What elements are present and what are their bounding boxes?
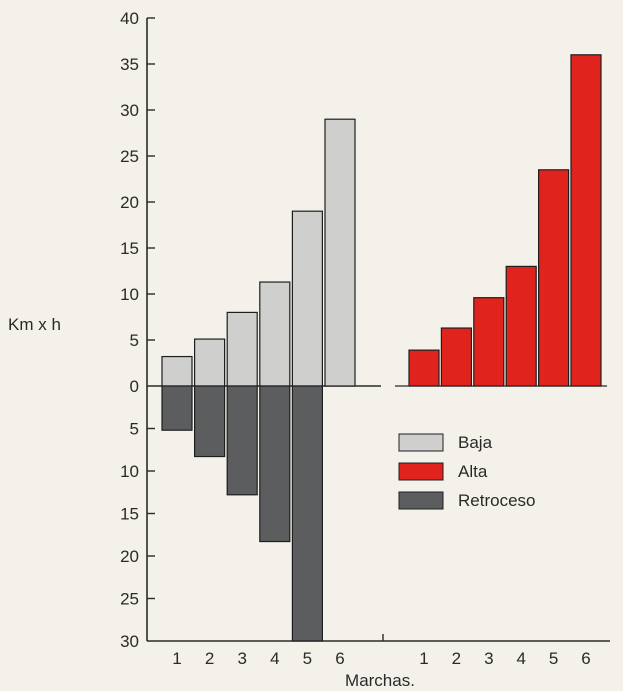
bar-alta-4 xyxy=(505,265,537,387)
y-ticks-down: 5 10 15 20 25 30 xyxy=(120,420,155,651)
y-tick-label: 30 xyxy=(120,632,139,651)
bar-alta-5 xyxy=(537,169,570,387)
x-tick-label: 1 xyxy=(172,649,181,668)
bar-baja-2 xyxy=(194,338,226,387)
legend-swatch-baja xyxy=(398,433,444,452)
bar-baja-4 xyxy=(259,281,291,387)
y-tick-label: 15 xyxy=(120,239,139,258)
x-tick-label: 6 xyxy=(581,649,590,668)
bar-alta-1 xyxy=(408,349,440,387)
legend-label-baja: Baja xyxy=(458,433,493,452)
x-tick-label: 5 xyxy=(303,649,312,668)
y-tick-label: 10 xyxy=(120,462,139,481)
bar-retroceso-1 xyxy=(161,385,193,431)
x-axis-title: Marchas. xyxy=(345,671,415,690)
bar-alta-3 xyxy=(473,297,505,387)
y-tick-label: 20 xyxy=(120,193,139,212)
bar-baja-3 xyxy=(226,311,258,387)
legend: Baja Alta Retroceso xyxy=(398,433,535,510)
y-ticks-up: 0 5 10 15 20 25 30 35 40 xyxy=(120,9,155,396)
legend-swatch-alta xyxy=(398,462,444,481)
y-tick-label: 25 xyxy=(120,147,139,166)
x-tick-label: 6 xyxy=(335,649,344,668)
bars xyxy=(161,54,602,642)
bar-alta-2 xyxy=(440,327,472,387)
bar-baja-6 xyxy=(324,118,356,387)
y-tick-label: 25 xyxy=(120,590,139,609)
bar-retroceso-5 xyxy=(291,385,323,642)
x-tick-label: 2 xyxy=(205,649,214,668)
y-tick-label: 5 xyxy=(130,331,139,350)
x-tick-label: 2 xyxy=(452,649,461,668)
x-tick-label: 3 xyxy=(484,649,493,668)
y-axis-title: Km x h xyxy=(8,315,61,334)
x-ticks: 1 2 3 4 5 6 1 2 3 4 5 6 xyxy=(172,649,590,668)
bar-baja-1 xyxy=(161,355,193,387)
x-tick-label: 5 xyxy=(549,649,558,668)
bar-baja-5 xyxy=(291,210,323,387)
y-tick-label: 20 xyxy=(120,547,139,566)
y-tick-label: 10 xyxy=(120,285,139,304)
x-tick-label: 4 xyxy=(516,649,525,668)
y-tick-label: 35 xyxy=(120,55,139,74)
bar-alta-6 xyxy=(570,54,602,387)
y-tick-label: 15 xyxy=(120,505,139,524)
x-tick-label: 3 xyxy=(237,649,246,668)
y-tick-label: 5 xyxy=(130,420,139,439)
x-tick-label: 4 xyxy=(270,649,279,668)
y-tick-label: 0 xyxy=(130,377,139,396)
legend-swatch-retroceso xyxy=(398,491,444,510)
bar-retroceso-4 xyxy=(259,385,291,543)
legend-label-alta: Alta xyxy=(458,462,488,481)
legend-label-retroceso: Retroceso xyxy=(458,491,535,510)
bar-retroceso-2 xyxy=(194,385,226,458)
y-tick-label: 40 xyxy=(120,9,139,28)
y-tick-label: 30 xyxy=(120,101,139,120)
x-tick-label: 1 xyxy=(419,649,428,668)
bar-retroceso-3 xyxy=(226,385,258,496)
